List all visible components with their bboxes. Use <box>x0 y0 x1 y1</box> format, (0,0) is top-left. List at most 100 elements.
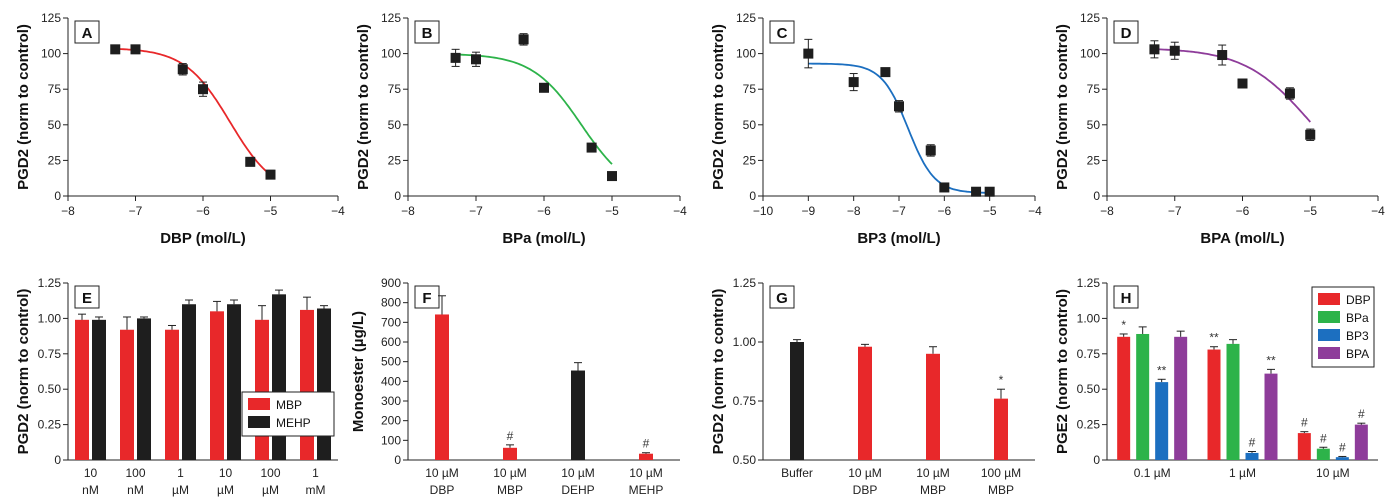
data-point <box>177 64 188 75</box>
data-point <box>1284 88 1295 99</box>
legend-swatch <box>1318 293 1340 305</box>
bar <box>165 329 179 460</box>
y-tick-label: 125 <box>41 11 61 25</box>
x-tick-label: −8 <box>1100 204 1114 218</box>
bar <box>1207 349 1221 460</box>
y-tick-label: 125 <box>381 11 401 25</box>
x-tick-label: 1 µM <box>1229 466 1256 480</box>
panel-letter-box <box>1113 20 1139 44</box>
x-tick-label: MBP <box>920 483 946 497</box>
y-tick-label: 0 <box>1093 453 1100 467</box>
significance-mark: * <box>1121 318 1126 332</box>
y-tick-label: 75 <box>48 82 62 96</box>
y-tick-label: 25 <box>48 153 62 167</box>
significance-mark: ** <box>1157 363 1167 377</box>
x-tick-label: 100 <box>125 466 145 480</box>
significance-mark: # <box>1320 431 1327 445</box>
x-tick-label: 10 µM <box>1316 466 1350 480</box>
bar <box>639 453 653 460</box>
x-tick-label: −5 <box>983 204 997 218</box>
bar <box>255 319 269 460</box>
bar <box>182 304 196 460</box>
bar <box>571 370 585 460</box>
x-tick-label: −8 <box>61 204 75 218</box>
y-tick-label: 25 <box>743 153 757 167</box>
y-axis-label: PGE2 (norm to control) <box>1054 289 1071 454</box>
x-tick-label: −7 <box>129 204 143 218</box>
panel-B: 0 25 50 75 100 125 PGD2 (norm to control) B −8 −7… <box>355 11 687 247</box>
y-tick-label: 0 <box>749 189 756 203</box>
y-tick-label: 0.75 <box>38 347 62 361</box>
x-tick-label: −8 <box>401 204 415 218</box>
y-tick-label: 100 <box>381 433 401 447</box>
y-tick-label: 0.50 <box>38 382 62 396</box>
y-tick-label: 1.00 <box>1077 311 1101 325</box>
y-tick-label: 200 <box>381 414 401 428</box>
legend-swatch <box>248 398 270 410</box>
x-tick-label: −7 <box>892 204 906 218</box>
y-axis-label: PGD2 (norm to control) <box>15 289 32 455</box>
x-tick-label: MBP <box>988 483 1014 497</box>
fit-curve <box>115 47 272 176</box>
y-tick-label: 50 <box>1087 118 1101 132</box>
legend-swatch <box>1318 329 1340 341</box>
y-tick-label: 0.50 <box>1077 382 1101 396</box>
bar <box>1245 452 1259 460</box>
y-tick-label: 1.25 <box>733 276 757 290</box>
x-tick-label: −7 <box>469 204 483 218</box>
y-tick-label: 500 <box>381 355 401 369</box>
panel-D: 0 25 50 75 100 125 PGD2 (norm to control) D −8 −7… <box>1054 11 1385 247</box>
panel-letter-box <box>769 20 795 44</box>
panel-letter: G <box>776 290 788 307</box>
bar <box>317 308 331 460</box>
legend-label: DBP <box>1346 293 1371 307</box>
legend-label: BP3 <box>1346 329 1369 343</box>
y-axis-label: PGD2 (norm to control) <box>355 24 372 190</box>
y-tick-label: 75 <box>1087 82 1101 96</box>
bar <box>1335 457 1349 460</box>
significance-mark: # <box>507 429 514 443</box>
data-point <box>1237 78 1248 89</box>
y-tick-label: 300 <box>381 394 401 408</box>
panel-A: 0 25 50 75 100 125 PGD2 (norm to control) A −8 −7… <box>15 11 345 247</box>
significance-mark: # <box>1339 440 1346 454</box>
x-tick-label: 100 <box>260 466 280 480</box>
data-point <box>1169 45 1180 56</box>
x-axis-label: BPA (mol/L) <box>1200 230 1284 247</box>
y-axis-label: PGD2 (norm to control) <box>1054 24 1071 190</box>
y-tick-label: 75 <box>388 82 402 96</box>
y-tick-label: 1.00 <box>733 335 757 349</box>
significance-mark: # <box>1301 416 1308 430</box>
x-tick-label: −6 <box>537 204 551 218</box>
bar <box>858 346 872 460</box>
fit-curve <box>1154 48 1311 123</box>
bar <box>1155 382 1169 460</box>
y-tick-label: 900 <box>381 276 401 290</box>
panel-letter: A <box>82 25 93 42</box>
panel-letter: E <box>82 290 92 307</box>
panel-letter: D <box>1121 25 1132 42</box>
legend-swatch <box>248 416 270 428</box>
x-axis-label: DBP (mol/L) <box>160 230 246 247</box>
x-tick-label: −5 <box>264 204 278 218</box>
y-tick-label: 600 <box>381 335 401 349</box>
data-point <box>880 67 891 78</box>
x-tick-label: −5 <box>1303 204 1317 218</box>
y-tick-label: 0 <box>394 453 401 467</box>
panel-E: 0 0.25 0.50 0.75 1.00 1.25 PGD2 (norm to contr… <box>15 276 338 497</box>
bar <box>227 304 241 460</box>
data-point <box>1149 44 1160 55</box>
y-axis-label: PGD2 (norm to control) <box>710 289 727 455</box>
data-point <box>265 169 276 180</box>
y-axis-label: Monoester (µg/L) <box>350 311 367 432</box>
y-tick-label: 100 <box>41 47 61 61</box>
data-point <box>471 54 481 65</box>
bar <box>503 447 517 460</box>
significance-mark: ** <box>1266 353 1276 367</box>
x-tick-label: nM <box>127 483 144 497</box>
significance-mark: # <box>643 437 650 451</box>
x-tick-label: −4 <box>331 204 345 218</box>
bar <box>75 319 89 460</box>
legend-label: MEHP <box>276 416 311 430</box>
x-tick-label: nM <box>82 483 99 497</box>
